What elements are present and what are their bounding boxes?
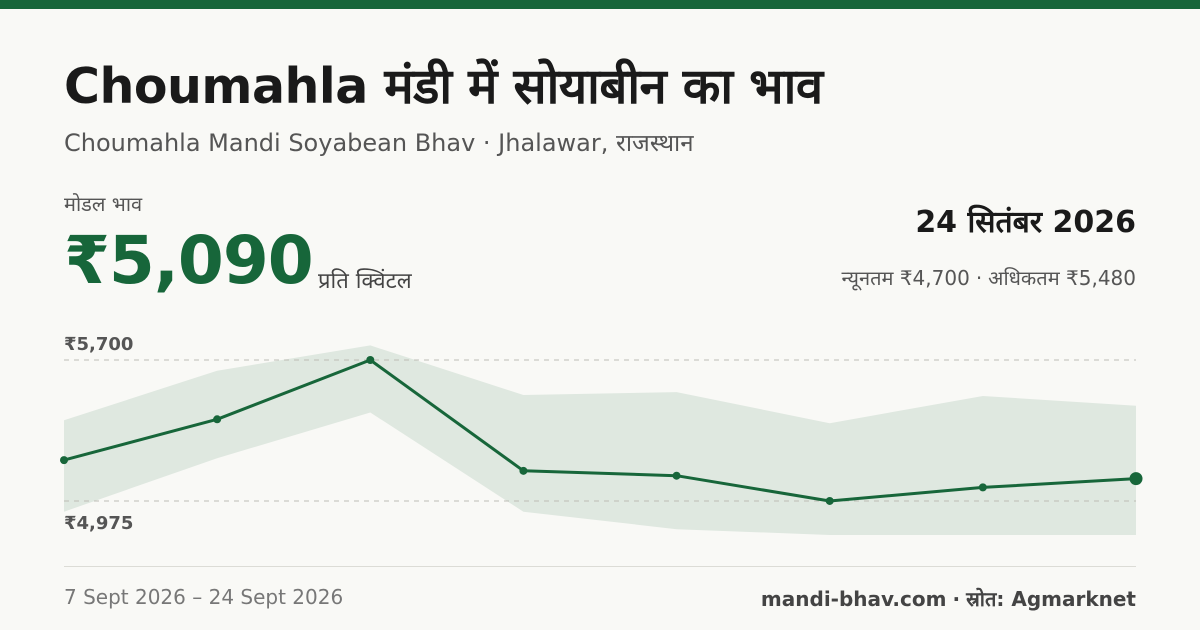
top-accent-bar	[0, 0, 1200, 9]
price-unit: प्रति क्विंटल	[318, 269, 412, 294]
latest-price-point	[1129, 472, 1143, 486]
price-point	[825, 496, 834, 505]
model-price-value: ₹5,090	[64, 222, 314, 299]
date-range: 7 Sept 2026 – 24 Sept 2026	[64, 585, 344, 609]
site-name: mandi-bhav.com	[760, 587, 947, 611]
price-point	[366, 356, 375, 364]
price-point	[213, 415, 222, 424]
y-tick-label-lower: ₹4,975	[64, 513, 133, 534]
footer-divider	[64, 566, 1136, 567]
source-name: स्रोत: Agmarknet	[966, 587, 1136, 611]
max-price: अधिकतम ₹5,480	[988, 266, 1136, 290]
price-date: 24 सितंबर 2026	[915, 205, 1136, 240]
price-point	[60, 456, 68, 465]
min-price: न्यूनतम ₹4,700	[841, 266, 970, 290]
price-range-band	[64, 345, 1136, 535]
modal-price-line	[63, 358, 1137, 503]
price-point	[672, 471, 681, 480]
range-separator: ·	[975, 266, 983, 290]
price-point	[978, 483, 987, 492]
model-price-label: मोडल भाव	[64, 192, 143, 216]
source-credit: mandi-bhav.com · स्रोत: Agmarknet	[761, 585, 1136, 612]
price-point	[519, 466, 528, 475]
page-title: Choumahla मंडी में सोयाबीन का भाव	[64, 58, 823, 115]
page-subtitle: Choumahla Mandi Soyabean Bhav · Jhalawar…	[64, 129, 694, 157]
y-tick-label-upper: ₹5,700	[64, 334, 133, 355]
price-range: न्यूनतम ₹4,700 · अधिकतम ₹5,480	[842, 264, 1137, 291]
source-separator: ·	[952, 587, 961, 611]
